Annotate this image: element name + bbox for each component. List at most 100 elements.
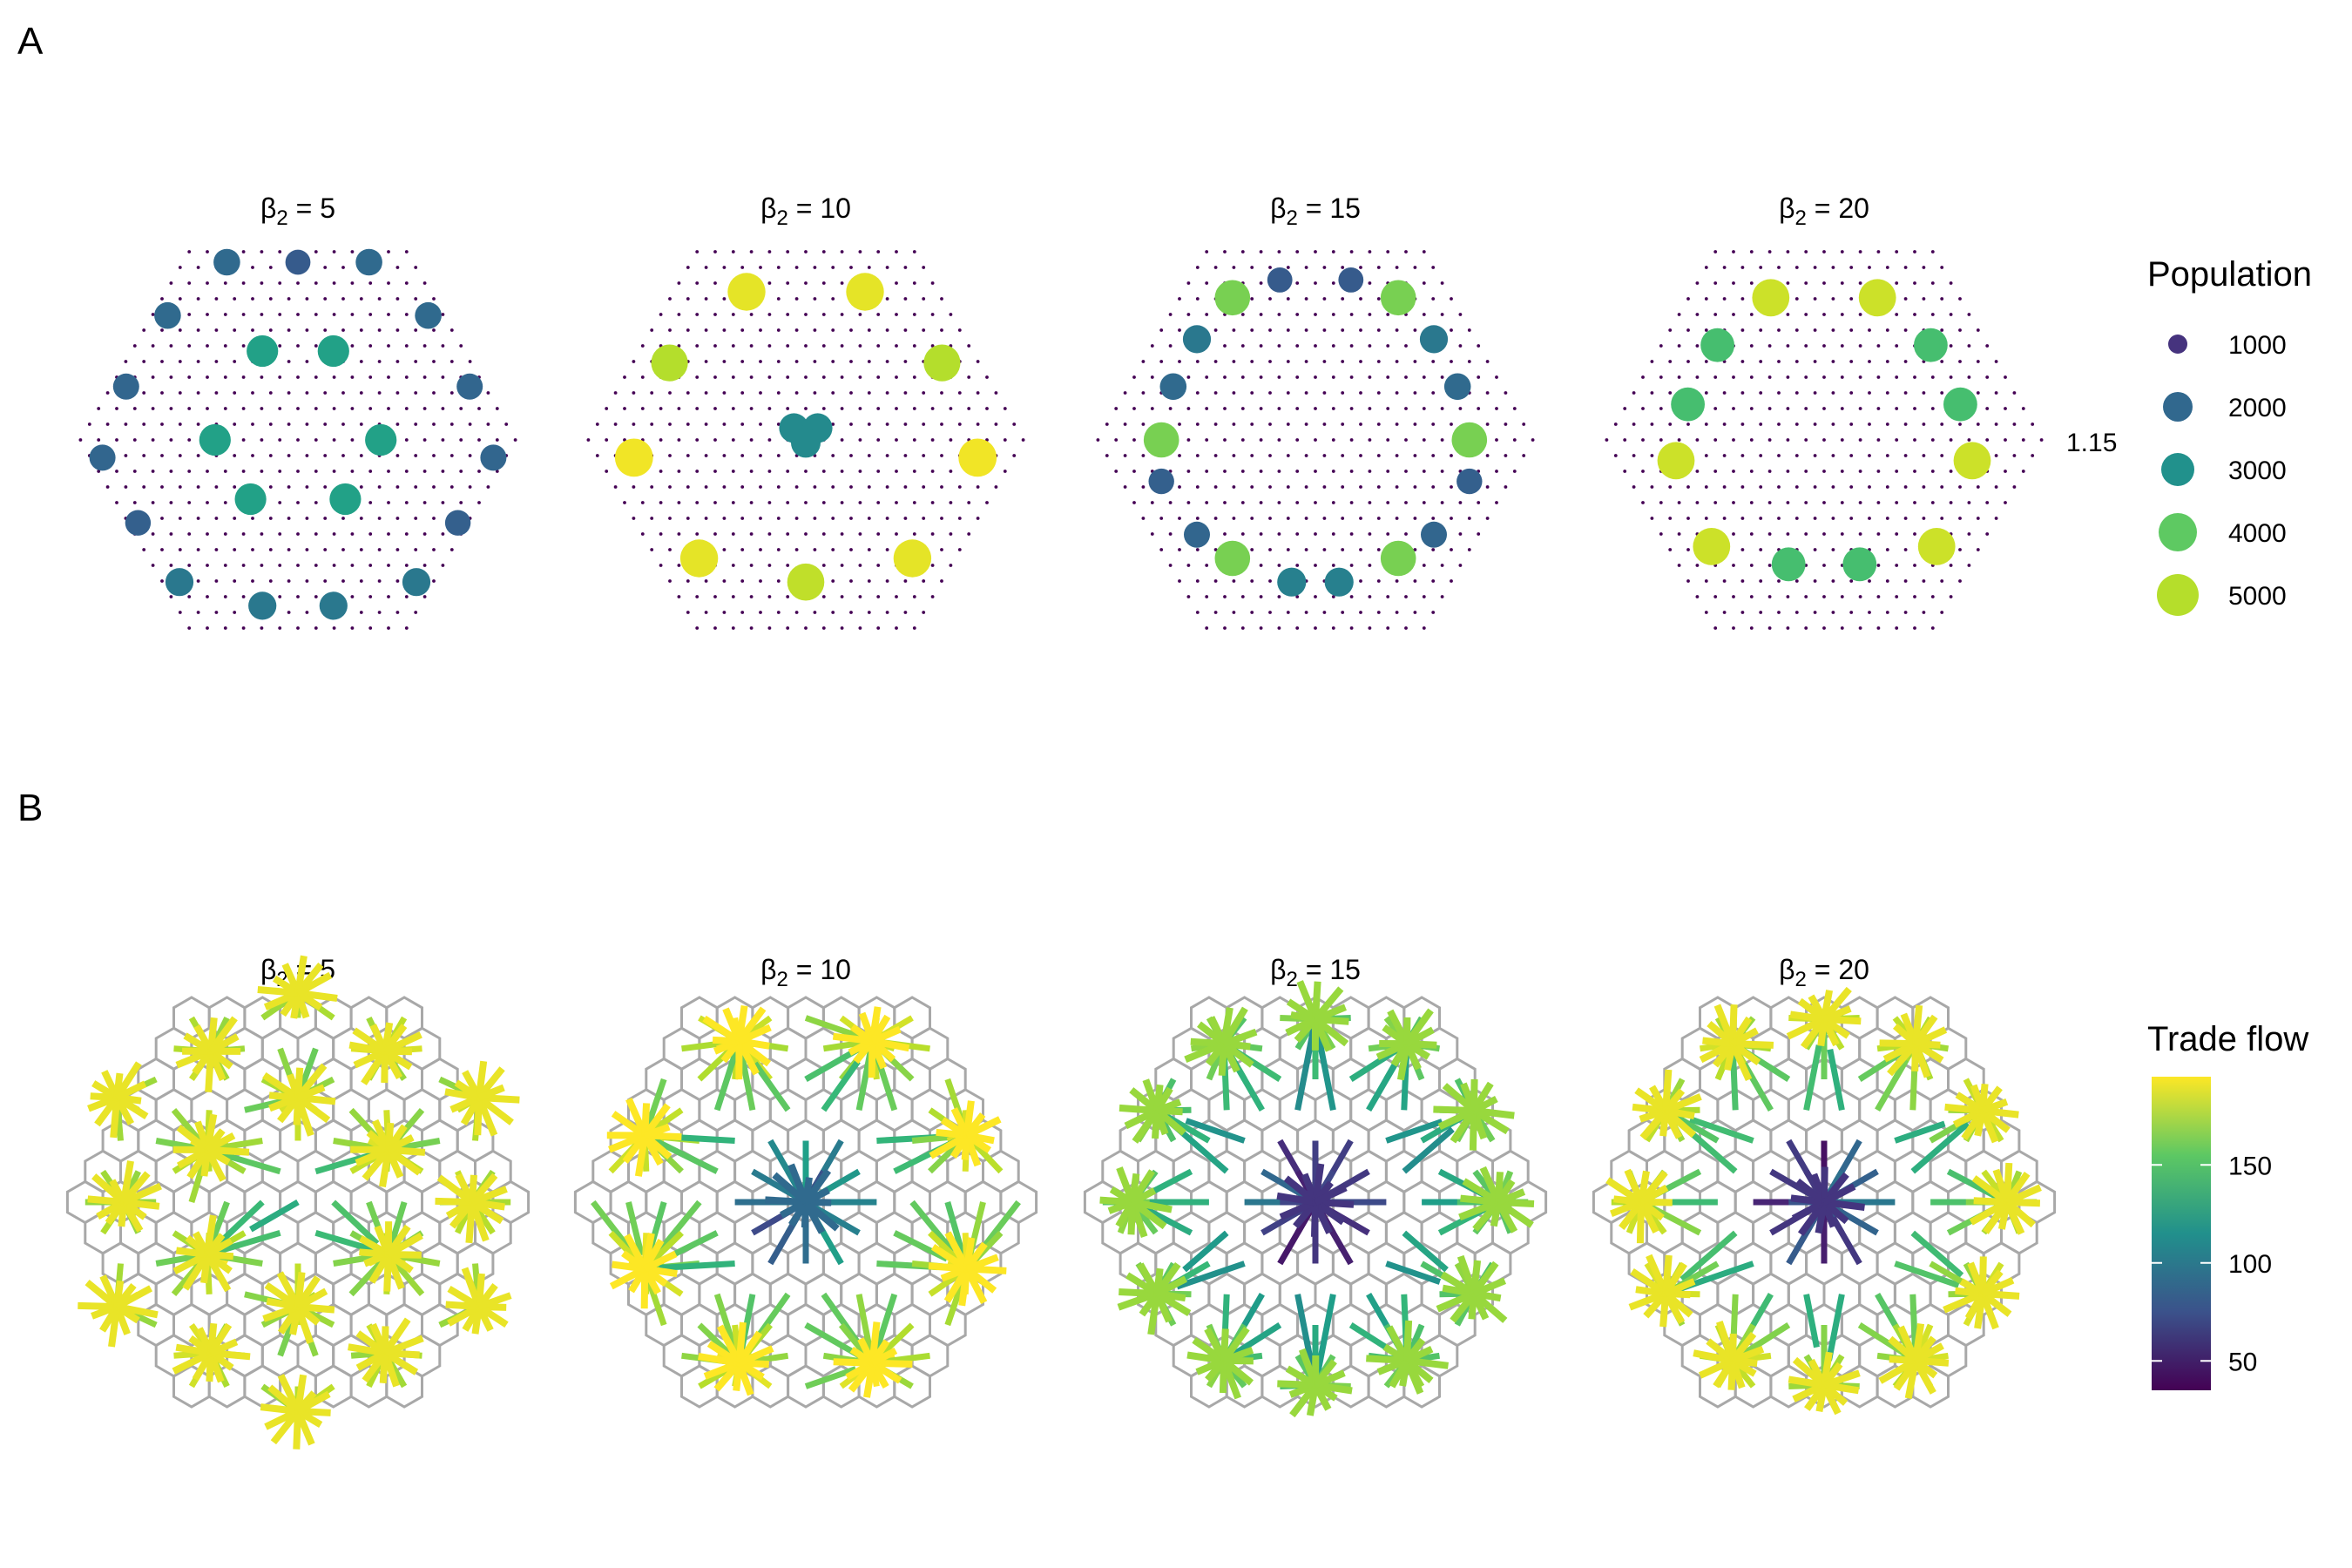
lattice-dot <box>1994 360 1998 363</box>
lattice-dot <box>350 407 355 410</box>
lattice-dot <box>776 454 781 457</box>
lattice-dot <box>713 501 717 504</box>
lattice-dot <box>677 281 681 285</box>
lattice-dot <box>976 422 980 426</box>
lattice-dot <box>1304 611 1308 614</box>
lattice-dot <box>241 344 246 348</box>
lattice-dot <box>187 407 192 410</box>
lattice-dot <box>1322 422 1327 426</box>
lattice-dot <box>849 454 853 457</box>
lattice-dot <box>903 611 908 614</box>
lattice-dot <box>1359 517 1362 520</box>
hub-spoke <box>737 1345 774 1367</box>
hub-spoke <box>1119 1104 1158 1114</box>
lattice-dot <box>1205 438 1209 442</box>
city-point <box>154 301 181 329</box>
lattice-dot <box>1431 517 1436 520</box>
lattice-dot <box>260 438 264 442</box>
lattice-dot <box>1794 454 1799 457</box>
lattice-dot <box>1349 438 1354 442</box>
lattice-dot <box>1213 360 1218 363</box>
lattice-dot <box>414 391 418 395</box>
lattice-dot <box>169 532 173 536</box>
lattice-dot <box>278 501 282 504</box>
flow-segment <box>1910 1120 1970 1174</box>
lattice-dot <box>876 564 881 567</box>
lattice-dot <box>1840 626 1844 630</box>
lattice-dot <box>1976 328 1980 332</box>
lattice-dot <box>305 328 309 332</box>
lattice-dot <box>1623 407 1627 410</box>
lattice-dot <box>441 438 445 442</box>
flow-segment <box>1185 1118 1246 1144</box>
lattice-dot <box>1259 250 1263 253</box>
lattice-dot <box>1985 344 1990 348</box>
city-point <box>846 273 884 311</box>
lattice-dot <box>1404 595 1408 598</box>
lattice-dot <box>441 313 445 316</box>
lattice-dot <box>1277 375 1281 379</box>
lattice-dot <box>650 391 654 395</box>
lattice-dot <box>1994 422 1998 426</box>
lattice-dot <box>1359 548 1362 551</box>
lattice-dot <box>1178 360 1181 363</box>
lattice-dot <box>912 501 916 504</box>
lattice-dot <box>1213 422 1218 426</box>
lattice-dot <box>206 375 209 379</box>
lattice-dot <box>241 470 246 473</box>
lattice-dot <box>1250 485 1254 489</box>
lattice-dot <box>1930 470 1935 473</box>
lattice-dot <box>1777 485 1781 489</box>
lattice-dot <box>659 407 663 410</box>
lattice-dot <box>1804 250 1808 253</box>
lattice-dot <box>895 501 898 504</box>
lattice-dot <box>359 517 363 520</box>
lattice-dot <box>858 595 862 598</box>
lattice-dot <box>840 250 844 253</box>
lattice-dot <box>449 422 454 426</box>
lattice-dot <box>1930 438 1935 442</box>
lattice-dot <box>1331 501 1335 504</box>
hub-spoke <box>965 1254 999 1273</box>
lattice-dot <box>359 422 363 426</box>
lattice-dot <box>804 250 808 253</box>
lattice-dot <box>659 501 663 504</box>
lattice-dot <box>1259 564 1263 567</box>
lattice-dot <box>831 297 835 301</box>
lattice-dot <box>1150 407 1154 410</box>
hub-spoke <box>1636 1201 1645 1244</box>
lattice-dot <box>1623 470 1627 473</box>
city-point <box>651 344 688 382</box>
lattice-dot <box>132 501 137 504</box>
lattice-dot <box>767 532 772 536</box>
lattice-dot <box>268 485 273 489</box>
facet-title-b-10: β2 = 10 <box>760 954 851 991</box>
lattice-dot <box>831 360 835 363</box>
hub-spoke <box>1472 1095 1498 1114</box>
lattice-dot <box>1368 250 1372 253</box>
lattice-dot <box>1458 407 1463 410</box>
lattice-dot <box>1732 470 1735 473</box>
lattice-dot <box>1195 517 1200 520</box>
lattice-dot <box>1732 532 1735 536</box>
lattice-dot <box>1123 485 1127 489</box>
lattice-dot <box>1868 360 1871 363</box>
lattice-dot <box>1759 579 1763 583</box>
lattice-dot <box>1849 454 1854 457</box>
lattice-dot <box>867 391 871 395</box>
lattice-dot <box>377 579 382 583</box>
lattice-dot <box>1922 266 1926 269</box>
lattice-dot <box>196 579 200 583</box>
city-point <box>199 423 231 456</box>
lattice-dot <box>1885 266 1889 269</box>
flow-hubs <box>1099 980 1535 1418</box>
lattice-dot <box>1831 328 1835 332</box>
lattice-dot <box>196 297 200 301</box>
lattice-dot <box>1740 454 1745 457</box>
lattice-dot <box>1695 470 1700 473</box>
lattice-dot <box>1431 579 1436 583</box>
lattice-dot <box>849 328 853 332</box>
lattice-dot <box>713 532 717 536</box>
hub-spoke <box>804 1186 830 1206</box>
